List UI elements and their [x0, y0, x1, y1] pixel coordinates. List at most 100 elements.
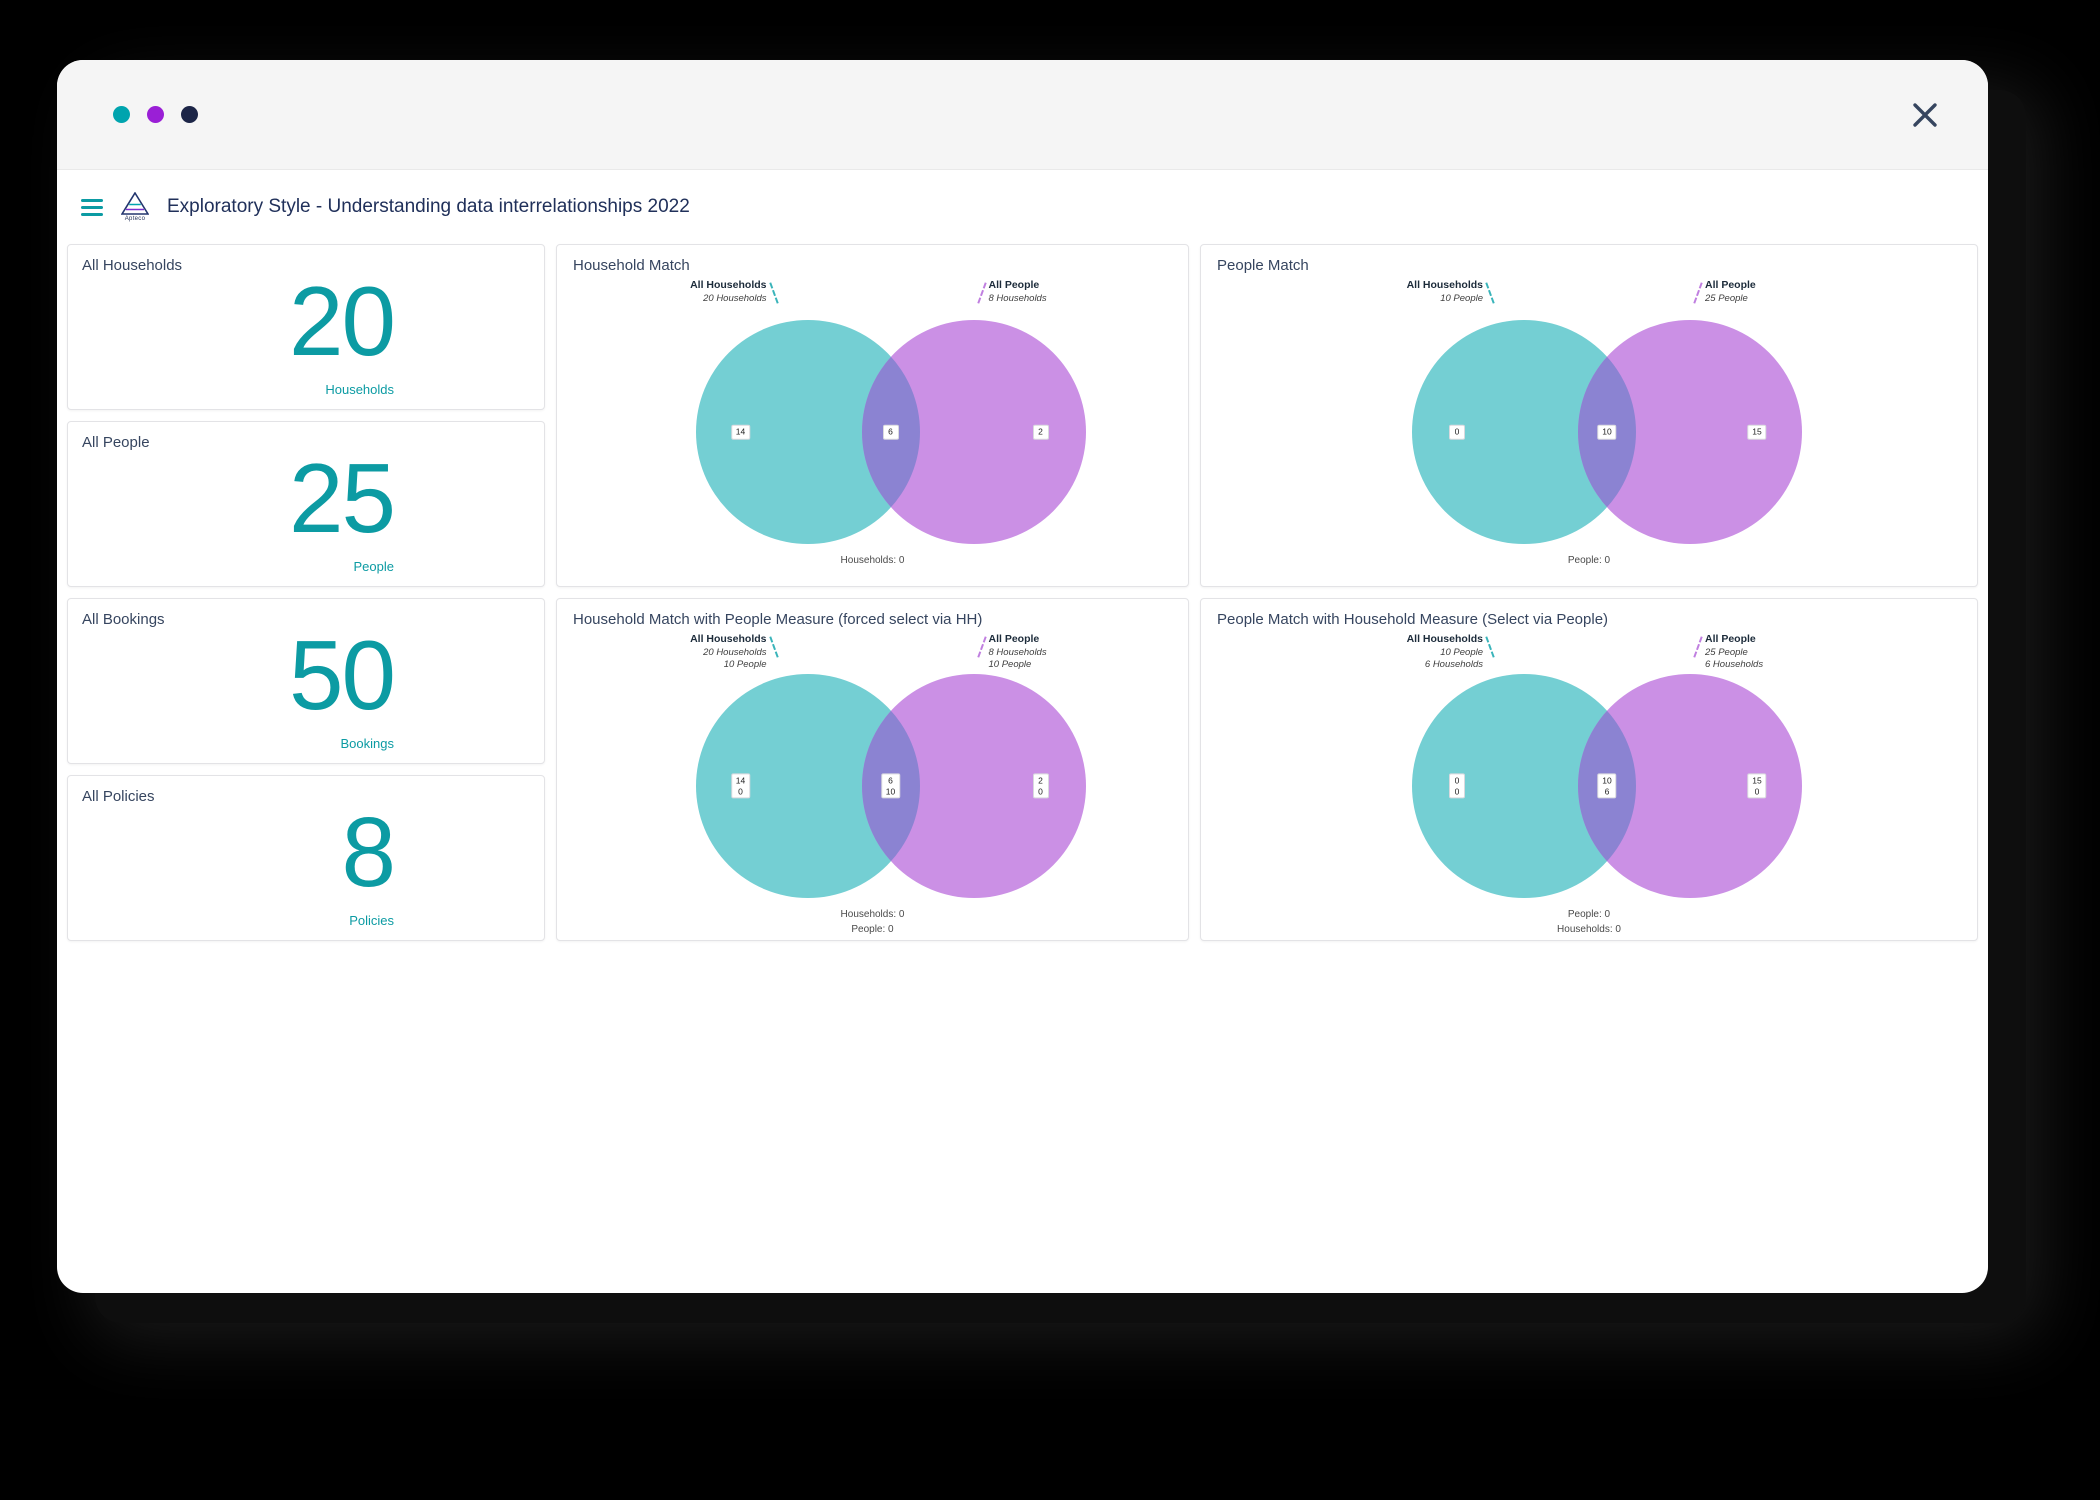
venn-left-circle[interactable] — [695, 320, 920, 544]
callout-tick-icon — [1693, 282, 1703, 304]
venn-area: All Households 10 People All People 25 P… — [1217, 275, 1961, 578]
app-window: Apteco Exploratory Style - Understanding… — [57, 60, 1988, 1293]
page-title: Exploratory Style - Understanding data i… — [167, 196, 690, 217]
venn-region-left-value: 0 — [1449, 424, 1465, 440]
window-dot-teal-icon[interactable] — [113, 106, 130, 123]
callout-tick-icon — [1693, 636, 1703, 658]
venn-region-right-value: 2 0 — [1032, 773, 1049, 799]
venn-right-callout: All People 8 Households — [976, 279, 1047, 305]
kpi-unit-label: People — [353, 559, 394, 574]
callout-name: All Households — [1406, 633, 1483, 645]
kpi-unit-label: Households — [325, 382, 394, 397]
callout-name: All People — [1705, 279, 1756, 291]
kpi-card-all-policies: All Policies 8 Policies — [67, 775, 545, 941]
kpi-card-all-households: All Households 20 Households — [67, 244, 545, 410]
venn-title: Household Match with People Measure (for… — [573, 611, 983, 628]
kpi-unit-label: Bookings — [340, 736, 394, 751]
venn-right-circle[interactable] — [861, 320, 1086, 544]
kpi-card-all-people: All People 25 People — [67, 421, 545, 587]
callout-tick-icon — [976, 282, 987, 304]
venn-card-household-match: Household Match All Households 20 Househ… — [556, 244, 1189, 587]
app-header: Apteco Exploratory Style - Understanding… — [57, 170, 1988, 244]
venn-region-right-value: 15 — [1747, 424, 1767, 440]
venn-right-circle[interactable] — [861, 674, 1086, 898]
close-button[interactable] — [1906, 96, 1944, 134]
callout-sub: 25 People — [1705, 292, 1748, 304]
venn-right-callout: All People 25 People 6 Households — [1693, 633, 1764, 670]
venn-left-callout: All Households 10 People — [1406, 279, 1495, 305]
callout-name: All Households — [1406, 279, 1483, 291]
venn-title: People Match with Household Measure (Sel… — [1217, 611, 1609, 628]
apteco-triangle-icon — [121, 192, 149, 215]
venn-card-people-match: People Match All Households 10 People — [1200, 244, 1978, 587]
venn-left-callout: All Households 20 Households 10 People — [690, 633, 779, 670]
callout-tick-icon — [976, 636, 987, 658]
callout-sub: 20 Households — [703, 646, 767, 658]
venn-region-right-value: 2 — [1032, 424, 1049, 440]
callout-name: All People — [1705, 633, 1756, 645]
callout-name: All People — [988, 633, 1040, 645]
dashboard: All Households 20 Households All People … — [67, 244, 1978, 941]
venn-area: All Households 10 People 6 Households Al… — [1217, 629, 1961, 937]
venn-diagram[interactable] — [1369, 317, 1809, 547]
callout-sub: 10 People — [1440, 292, 1483, 304]
callout-sub: 8 Households — [988, 646, 1047, 658]
kpi-unit-label: Policies — [349, 913, 394, 928]
venn-footer: Households: 0 — [840, 555, 905, 566]
venn-region-left-value: 0 0 — [1449, 773, 1465, 799]
callout-sub: 6 Households — [1705, 658, 1764, 670]
venn-left-callout: All Households 20 Households — [690, 279, 779, 305]
callout-tick-icon — [768, 282, 779, 304]
apteco-logo: Apteco — [118, 192, 152, 222]
venn-card-people-match-household-measure: People Match with Household Measure (Sel… — [1200, 598, 1978, 941]
venn-region-left-value: 14 — [730, 424, 751, 440]
hamburger-menu-icon[interactable] — [81, 198, 103, 216]
logo-caption: Apteco — [124, 216, 146, 222]
venn-diagram[interactable] — [653, 317, 1093, 547]
kpi-title: All Bookings — [82, 611, 165, 628]
venn-region-left-value: 14 0 — [730, 773, 751, 799]
kpi-title: All People — [82, 434, 150, 451]
venn-region-overlap-value: 10 6 — [1597, 773, 1617, 799]
venn-area: All Households 20 Households 10 People A… — [573, 629, 1172, 937]
callout-sub: 20 Households — [703, 292, 767, 304]
callout-name: All People — [988, 279, 1040, 291]
venn-diagram[interactable] — [653, 671, 1093, 901]
callout-tick-icon — [768, 636, 779, 658]
venn-footer: People: 0 — [1567, 555, 1611, 566]
close-icon — [1913, 102, 1937, 127]
venn-card-household-match-people-measure: Household Match with People Measure (for… — [556, 598, 1189, 941]
venn-footer: Households: 0 People: 0 — [840, 909, 905, 935]
venn-region-overlap-value: 10 — [1597, 424, 1617, 440]
callout-sub: 25 People — [1705, 646, 1748, 658]
kpi-value: 20 — [288, 266, 396, 376]
venn-region-overlap-value: 6 10 — [880, 773, 901, 799]
kpi-value: 8 — [341, 797, 396, 907]
callout-sub: 8 Households — [988, 292, 1047, 304]
window-dot-purple-icon[interactable] — [147, 106, 164, 123]
window-dot-navy-icon[interactable] — [181, 106, 198, 123]
kpi-value: 50 — [288, 620, 396, 730]
venn-footer: People: 0 Households: 0 — [1557, 909, 1621, 935]
venn-region-overlap-value: 6 — [882, 424, 899, 440]
window-traffic-dots — [113, 106, 198, 123]
venn-area: All Households 20 Households All People … — [573, 275, 1172, 578]
venn-right-callout: All People 8 Households 10 People — [976, 633, 1047, 670]
venn-right-circle[interactable] — [1578, 320, 1802, 544]
callout-tick-icon — [1485, 282, 1495, 304]
venn-left-callout: All Households 10 People 6 Households — [1406, 633, 1495, 670]
callout-sub: 6 Households — [1424, 658, 1483, 670]
venn-left-circle[interactable] — [1412, 674, 1636, 898]
kpi-title: All Policies — [82, 788, 155, 805]
callout-name: All Households — [690, 279, 767, 291]
venn-left-circle[interactable] — [1412, 320, 1636, 544]
callout-name: All Households — [690, 633, 767, 645]
venn-region-right-value: 15 0 — [1747, 773, 1767, 799]
callout-sub: 10 People — [1440, 646, 1483, 658]
callout-tick-icon — [1485, 636, 1495, 658]
venn-left-circle[interactable] — [695, 674, 920, 898]
kpi-value: 25 — [288, 443, 396, 553]
venn-right-callout: All People 25 People — [1693, 279, 1756, 305]
venn-right-circle[interactable] — [1578, 674, 1802, 898]
venn-diagram[interactable] — [1369, 671, 1809, 901]
